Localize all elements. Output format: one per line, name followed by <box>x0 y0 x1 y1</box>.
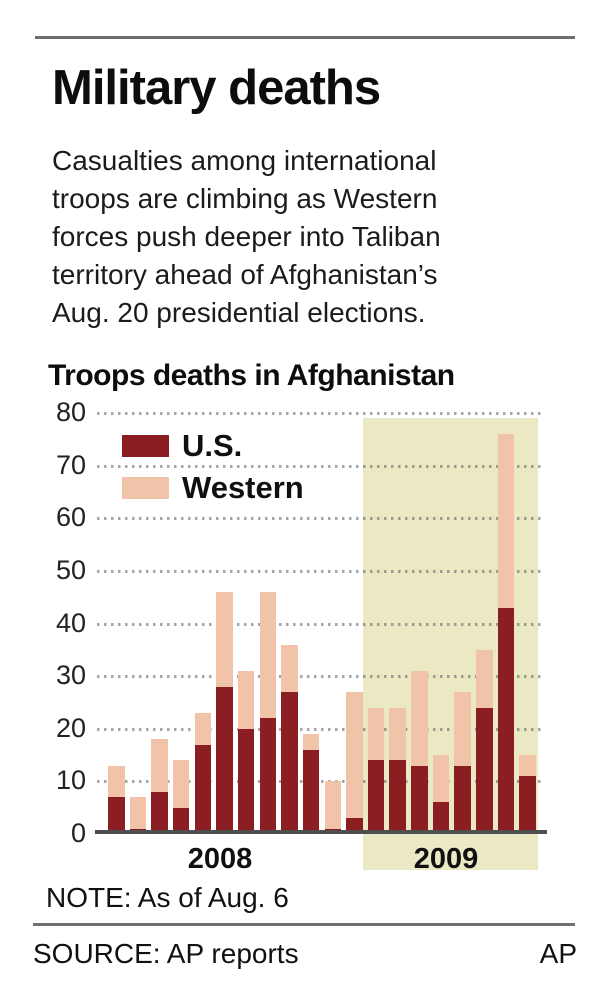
bar-us-mar-2009 <box>411 765 428 834</box>
bar-us-aug-2008 <box>259 718 277 834</box>
y-tick-60: 60 <box>55 502 86 533</box>
bar-chart: 0 10 20 30 40 50 60 70 80 U.S. Western 2008 2009 <box>0 397 610 880</box>
bar-western-mar-2009 <box>411 670 428 834</box>
bar-us-jan-2009 <box>367 760 385 834</box>
bottom-rule <box>33 923 575 926</box>
bar-western-aug-2008 <box>259 591 277 834</box>
y-tick-0: 0 <box>70 818 86 848</box>
x-label-2009: 2009 <box>413 843 479 875</box>
bar-us-may-2009 <box>454 765 471 834</box>
gridline-40 <box>97 622 543 626</box>
bar-western-may-2008 <box>194 712 212 834</box>
bar-us-sep-2008 <box>281 691 298 834</box>
legend-swatch <box>122 477 169 499</box>
gridline-20 <box>97 727 543 731</box>
bar-us-jan-2008 <box>108 797 125 834</box>
note-text: NOTE: As of Aug. 6 <box>46 882 289 913</box>
intro-text: Casualties among international troops ar… <box>52 142 441 332</box>
y-tick-30: 30 <box>55 660 86 691</box>
legend-row-us: U.S. <box>122 425 304 467</box>
bar-us-feb-2009 <box>389 760 406 834</box>
bar-western-mar-2008 <box>151 739 168 834</box>
y-tick-20: 20 <box>55 712 86 743</box>
gridline-60 <box>97 517 543 521</box>
bar-western-jun-2008 <box>216 591 233 834</box>
bar-western-nov-2008 <box>324 781 341 834</box>
bar-us-jun-2008 <box>216 686 233 834</box>
bar-western-apr-2008 <box>172 760 190 834</box>
gridline-80 <box>97 412 543 415</box>
gridline-10 <box>97 780 543 784</box>
gridline-30 <box>97 675 543 679</box>
bar-us-aug-2009 <box>519 776 536 834</box>
legend-row-western: Western <box>122 467 304 509</box>
y-tick-40: 40 <box>55 607 86 638</box>
intro-line: forces push deeper into Taliban <box>52 221 441 252</box>
intro-line: Aug. 20 presidential elections. <box>52 297 426 328</box>
gridline-70 <box>97 464 543 468</box>
y-tick-70: 70 <box>55 449 86 480</box>
bar-western-aug-2009 <box>519 755 536 834</box>
bar-western-sep-2008 <box>281 644 298 834</box>
ap-credit: AP <box>539 938 577 969</box>
bar-western-feb-2008 <box>129 797 147 834</box>
y-tick-50: 50 <box>55 554 86 585</box>
bar-us-apr-2009 <box>432 802 450 834</box>
legend-label: U.S. <box>182 428 243 463</box>
intro-line: Casualties among international <box>52 145 437 176</box>
bar-western-feb-2009 <box>389 707 406 834</box>
bar-us-apr-2008 <box>172 807 190 834</box>
bar-us-may-2008 <box>194 744 212 834</box>
intro-line: troops are climbing as Western <box>52 183 438 214</box>
bar-western-apr-2009 <box>432 755 450 834</box>
y-tick-10: 10 <box>55 765 86 796</box>
legend-swatch <box>122 435 169 457</box>
bar-western-dec-2008 <box>346 691 363 834</box>
bar-western-jan-2009 <box>367 707 385 834</box>
legend-label: Western <box>182 470 304 505</box>
bar-western-jul-2008 <box>237 670 255 834</box>
bar-western-may-2009 <box>454 691 471 834</box>
bar-us-mar-2008 <box>151 791 168 834</box>
source-text: SOURCE: AP reports <box>33 938 299 969</box>
chart-title: Troops deaths in Afghanistan <box>48 359 455 392</box>
y-tick-80: 80 <box>55 397 86 427</box>
bar-us-oct-2008 <box>302 749 320 834</box>
bar-western-oct-2008 <box>302 734 320 834</box>
intro-line: territory ahead of Afghanistan’s <box>52 259 438 290</box>
bar-us-jun-2009 <box>476 707 493 834</box>
bar-western-jan-2008 <box>108 765 125 834</box>
source-row: SOURCE: AP reports AP <box>33 938 577 970</box>
gridline-50 <box>97 569 543 573</box>
bar-us-jul-2009 <box>497 607 515 834</box>
bar-western-jul-2009 <box>497 434 515 834</box>
x-axis-line <box>95 830 547 834</box>
legend: U.S. Western <box>122 425 304 509</box>
top-rule <box>35 36 575 39</box>
page-title: Military deaths <box>52 61 381 115</box>
bar-us-jul-2008 <box>237 728 255 834</box>
x-label-2008: 2008 <box>187 843 253 875</box>
bar-western-jun-2009 <box>476 649 493 834</box>
